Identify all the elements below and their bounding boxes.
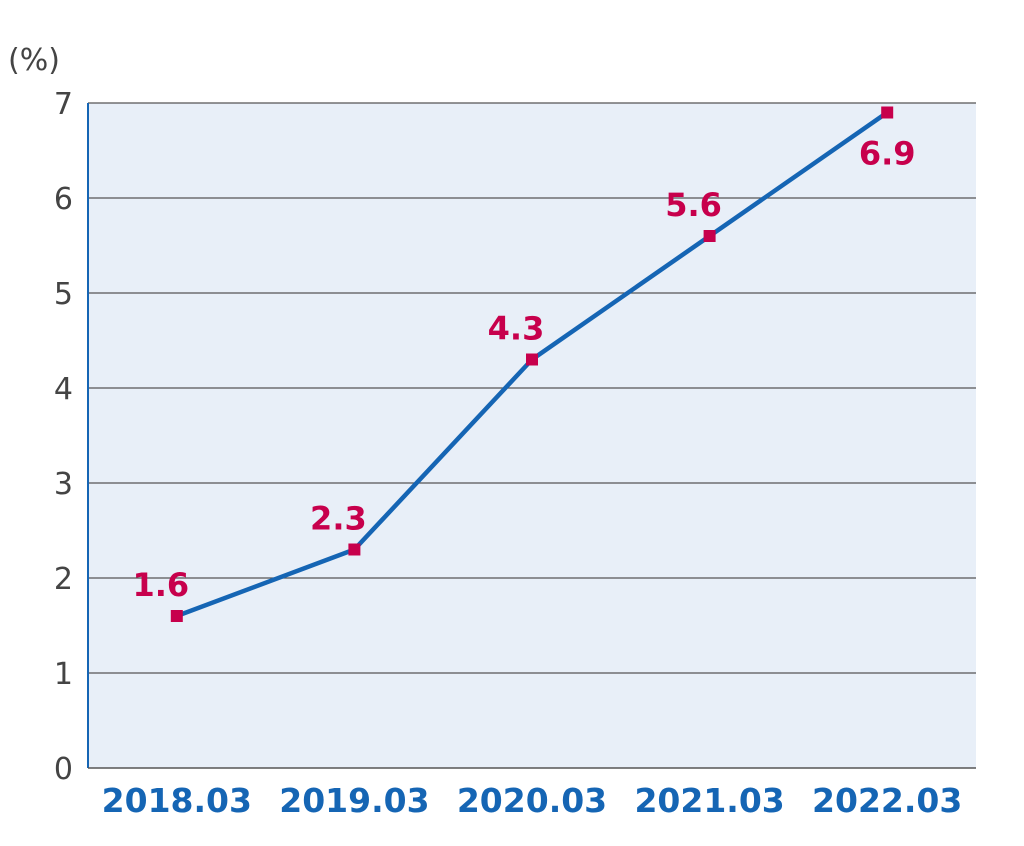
data-label: 1.6 bbox=[132, 566, 189, 604]
y-tick-label: 3 bbox=[54, 467, 73, 502]
gridlines bbox=[88, 102, 976, 674]
data-point-marker bbox=[348, 543, 361, 556]
x-tick-labels: 2018.03 2019.03 2020.03 2021.03 2022.03 bbox=[102, 781, 963, 820]
y-tick-label: 5 bbox=[54, 277, 73, 312]
x-tick-label: 2020.03 bbox=[457, 781, 607, 820]
data-label: 6.9 bbox=[859, 135, 916, 173]
y-tick-label: 4 bbox=[54, 372, 73, 407]
data-label: 4.3 bbox=[488, 310, 545, 348]
data-point-marker bbox=[881, 106, 894, 119]
x-tick-label: 2019.03 bbox=[279, 781, 429, 820]
data-labels: 1.6 2.3 4.3 5.6 6.9 bbox=[132, 135, 915, 605]
y-axis-unit: (%) bbox=[8, 43, 60, 78]
data-label: 2.3 bbox=[310, 500, 367, 538]
data-markers bbox=[170, 106, 894, 622]
plot-area bbox=[88, 103, 976, 768]
y-tick-label: 2 bbox=[54, 562, 73, 597]
y-tick-label: 6 bbox=[54, 182, 73, 217]
x-tick-label: 2022.03 bbox=[812, 781, 962, 820]
y-tick-labels: 0 1 2 3 4 5 6 7 bbox=[54, 87, 73, 787]
y-tick-label: 0 bbox=[54, 752, 73, 787]
data-point-marker bbox=[170, 610, 183, 622]
data-point-marker bbox=[703, 230, 716, 242]
data-label: 5.6 bbox=[665, 186, 722, 224]
y-tick-label: 7 bbox=[54, 87, 73, 122]
x-tick-label: 2018.03 bbox=[102, 781, 252, 820]
data-point-marker bbox=[526, 353, 538, 366]
y-tick-label: 1 bbox=[54, 657, 73, 692]
x-tick-label: 2021.03 bbox=[634, 781, 784, 820]
